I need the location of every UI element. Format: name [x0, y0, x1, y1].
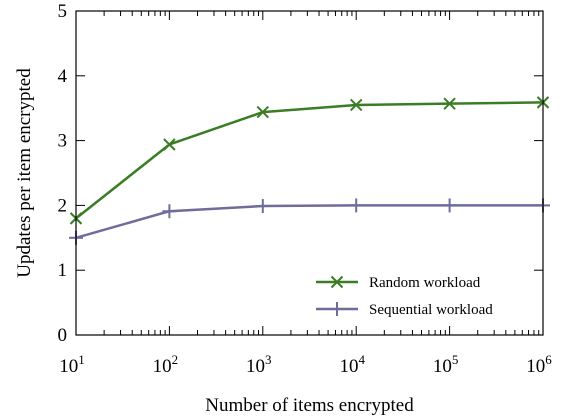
- data-point: [256, 105, 270, 119]
- x-tick-label: 105: [433, 352, 459, 377]
- y-axis-title: Updates per item encrypted: [14, 68, 35, 278]
- x-tick-label: 101: [59, 352, 85, 377]
- data-point: [255, 199, 270, 214]
- x-tick-label: 102: [153, 352, 179, 377]
- y-tick-labels: 0 1 2 3 4 5: [58, 1, 68, 346]
- plot-frame: [75, 10, 544, 336]
- data-point: [349, 198, 364, 213]
- data-point: [349, 98, 363, 112]
- series-layer: [69, 96, 550, 245]
- legend-marker: [330, 275, 344, 289]
- y-tick-label: 5: [58, 1, 68, 22]
- x-tick-labels: 101 102 103 104 105 106: [59, 352, 552, 377]
- series-line-1: [75, 204, 543, 240]
- x-tick-label: 106: [526, 352, 552, 377]
- legend: Random workload Sequential workload: [316, 275, 493, 318]
- series-line-0: [75, 101, 544, 220]
- data-point: [443, 97, 456, 110]
- y-tick-label: 4: [58, 66, 68, 87]
- data-point: [163, 138, 176, 151]
- data-point: [442, 198, 457, 213]
- legend-marker: [330, 302, 344, 316]
- x-axis-title: Number of items encrypted: [205, 395, 414, 416]
- legend-label: Sequential workload: [369, 302, 493, 318]
- y-tick-label: 2: [58, 195, 68, 216]
- y-tick-label: 3: [58, 131, 68, 152]
- x-minor-ticks: [103, 11, 540, 335]
- x-tick-label: 104: [339, 352, 365, 377]
- data-point: [162, 204, 177, 219]
- legend-label: Random workload: [369, 275, 481, 291]
- y-tick-label: 0: [58, 325, 68, 346]
- x-tick-label: 103: [246, 352, 272, 377]
- y-tick-label: 1: [58, 260, 68, 281]
